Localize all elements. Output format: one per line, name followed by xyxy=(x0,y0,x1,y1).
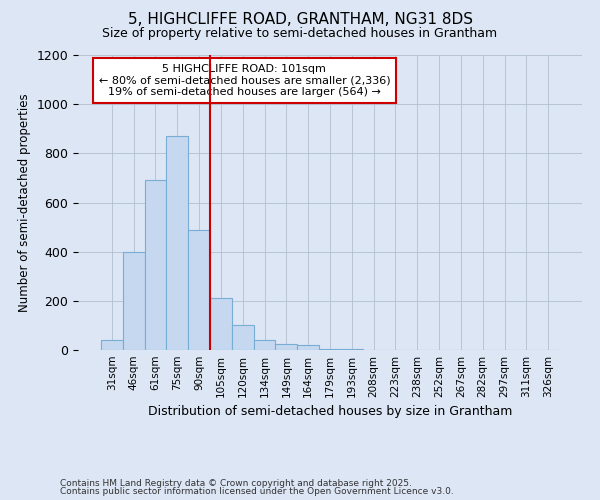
Bar xyxy=(232,326,254,350)
Bar xyxy=(101,340,123,350)
Bar xyxy=(166,136,188,350)
Bar xyxy=(123,252,145,350)
Text: 5 HIGHCLIFFE ROAD: 101sqm
← 80% of semi-detached houses are smaller (2,336)
19% : 5 HIGHCLIFFE ROAD: 101sqm ← 80% of semi-… xyxy=(98,64,390,97)
Bar xyxy=(210,298,232,350)
Bar xyxy=(254,340,275,350)
Bar xyxy=(188,230,210,350)
Bar xyxy=(297,345,319,350)
X-axis label: Distribution of semi-detached houses by size in Grantham: Distribution of semi-detached houses by … xyxy=(148,406,512,418)
Text: Contains HM Land Registry data © Crown copyright and database right 2025.: Contains HM Land Registry data © Crown c… xyxy=(60,478,412,488)
Bar xyxy=(319,349,341,350)
Bar xyxy=(145,180,166,350)
Text: Contains public sector information licensed under the Open Government Licence v3: Contains public sector information licen… xyxy=(60,487,454,496)
Bar xyxy=(275,344,297,350)
Text: Size of property relative to semi-detached houses in Grantham: Size of property relative to semi-detach… xyxy=(103,28,497,40)
Y-axis label: Number of semi-detached properties: Number of semi-detached properties xyxy=(18,93,31,312)
Text: 5, HIGHCLIFFE ROAD, GRANTHAM, NG31 8DS: 5, HIGHCLIFFE ROAD, GRANTHAM, NG31 8DS xyxy=(128,12,473,28)
